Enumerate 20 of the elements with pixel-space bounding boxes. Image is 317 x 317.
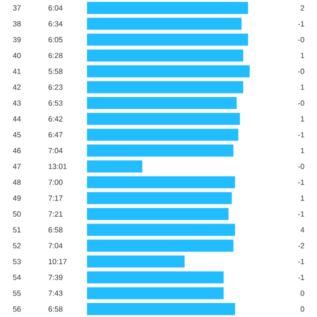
bar (87, 2, 248, 14)
bar (87, 208, 229, 220)
bar (87, 224, 236, 236)
bar (87, 160, 142, 172)
bar (87, 97, 237, 110)
bar (87, 18, 242, 30)
bar (87, 256, 185, 268)
bar (87, 303, 236, 316)
bar (87, 49, 244, 62)
bar (87, 81, 244, 94)
bar (87, 34, 248, 46)
bar (87, 65, 250, 78)
bar (87, 240, 234, 252)
bar (87, 271, 224, 284)
bar (87, 128, 238, 141)
bar (87, 176, 236, 188)
bar (87, 112, 240, 125)
bar (87, 144, 234, 157)
bar (87, 287, 224, 300)
bar (87, 192, 232, 204)
